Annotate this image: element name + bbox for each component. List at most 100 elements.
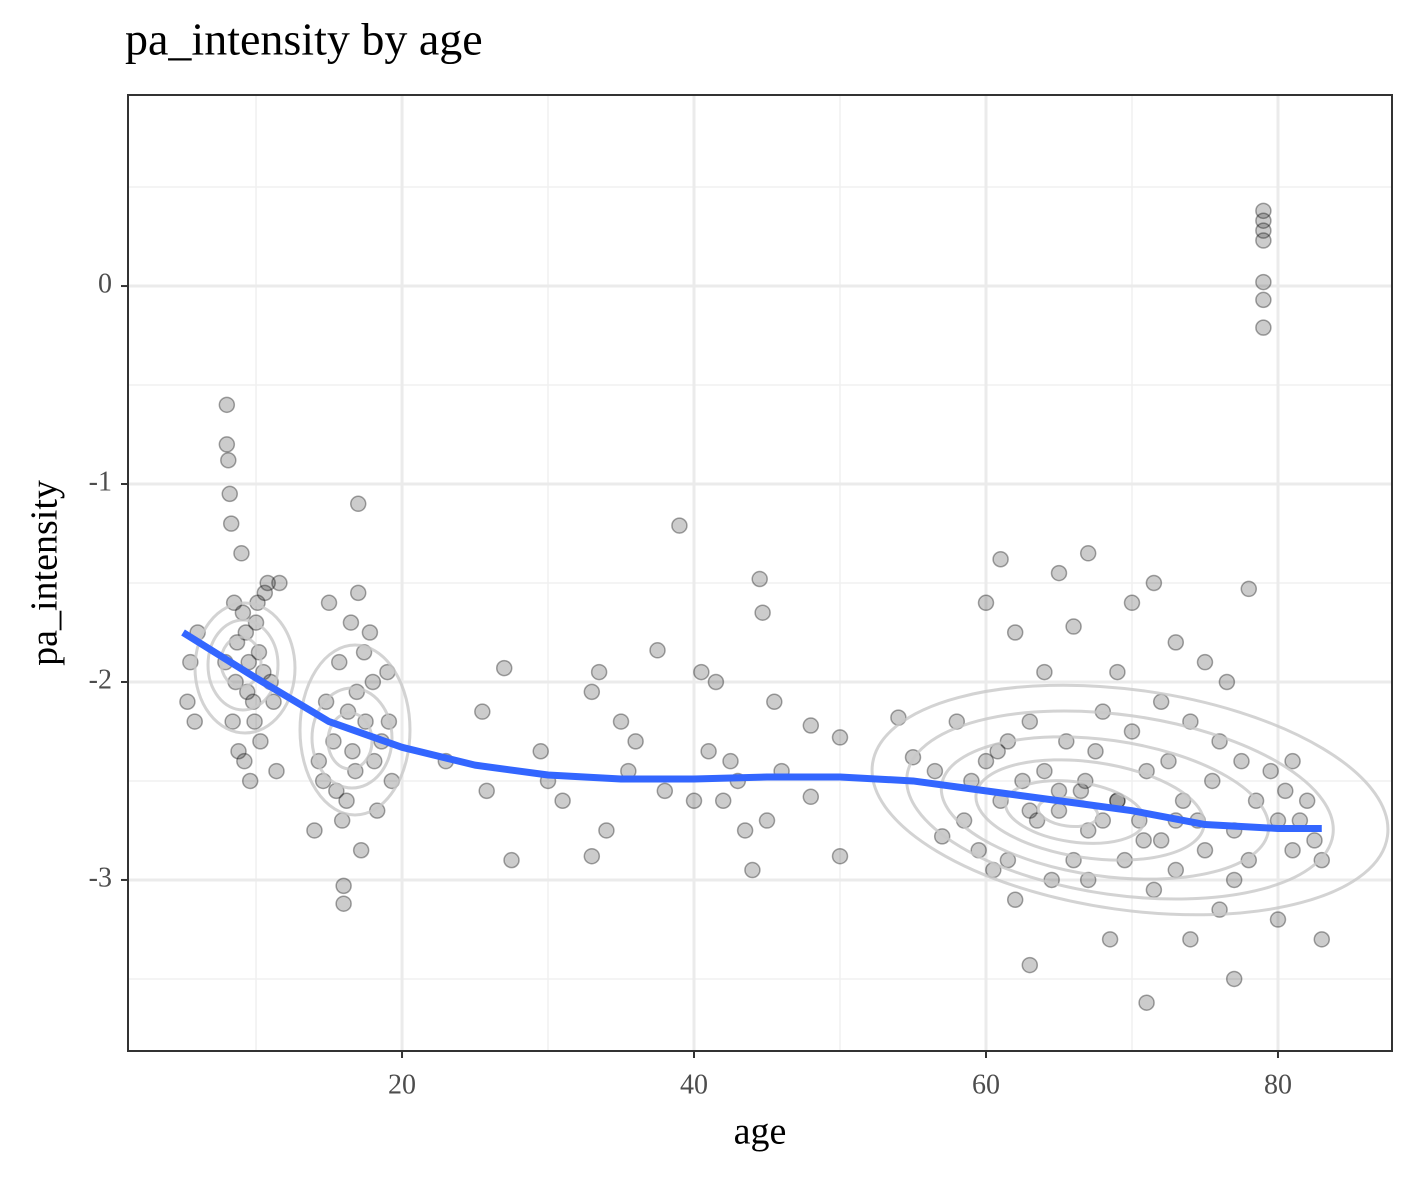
point <box>1255 291 1272 309</box>
x-axis-title: age <box>734 1111 787 1153</box>
y-tick-label: -3 <box>89 862 112 893</box>
density-contour <box>193 601 297 735</box>
point <box>744 861 761 879</box>
point <box>736 822 754 839</box>
density-contour <box>1004 779 1146 845</box>
point <box>1225 970 1243 988</box>
point <box>1313 851 1331 869</box>
point <box>236 752 253 770</box>
point <box>1255 232 1272 249</box>
point <box>1255 202 1272 220</box>
point <box>256 584 274 602</box>
point <box>649 642 666 659</box>
x-tick-label: 80 <box>1264 1069 1292 1100</box>
point <box>926 762 944 780</box>
point <box>802 788 820 806</box>
smooth-layer <box>181 629 1322 832</box>
point <box>1021 956 1039 974</box>
point <box>758 812 776 829</box>
point <box>474 703 491 720</box>
point <box>1196 653 1214 671</box>
density-contour <box>870 683 1390 917</box>
point <box>1145 574 1163 592</box>
point <box>364 673 382 691</box>
point <box>268 762 285 780</box>
point <box>221 485 239 503</box>
point <box>220 452 237 469</box>
point <box>554 792 571 810</box>
point <box>1065 618 1082 635</box>
point <box>700 743 717 760</box>
point <box>627 733 644 750</box>
point <box>1079 545 1097 562</box>
point <box>754 604 771 621</box>
point <box>1262 762 1279 780</box>
point <box>1160 752 1177 770</box>
point <box>831 847 849 865</box>
point <box>802 717 820 734</box>
point <box>1277 782 1294 800</box>
x-tick-label: 40 <box>680 1069 708 1100</box>
density-contour <box>326 711 374 771</box>
point <box>1269 911 1287 928</box>
point <box>685 792 703 810</box>
point <box>1306 832 1323 849</box>
point <box>331 653 348 671</box>
point <box>230 743 247 760</box>
point <box>1006 624 1024 641</box>
point <box>1006 891 1024 909</box>
point <box>314 772 332 790</box>
y-tick-label: 0 <box>98 268 112 299</box>
point <box>218 396 236 414</box>
point <box>1123 723 1141 740</box>
point <box>1021 713 1039 730</box>
point <box>1255 212 1272 229</box>
point <box>259 574 276 592</box>
density-contour <box>298 643 412 817</box>
point <box>590 663 608 681</box>
point <box>1313 931 1331 948</box>
point <box>349 495 367 513</box>
grid <box>128 95 1392 1051</box>
point <box>532 743 549 760</box>
point <box>1036 663 1053 681</box>
point <box>1152 832 1170 849</box>
point <box>831 729 849 746</box>
x-tick-label: 20 <box>388 1069 416 1100</box>
point <box>265 693 282 711</box>
panel-border <box>127 94 1393 1052</box>
point <box>656 782 674 800</box>
chart-title: pa_intensity by age <box>125 14 483 65</box>
point <box>751 570 768 588</box>
point <box>1255 273 1272 291</box>
y-tick-label: -2 <box>89 664 112 695</box>
point <box>222 515 240 532</box>
point <box>495 659 513 677</box>
point <box>1050 802 1068 819</box>
density-contour <box>219 635 263 689</box>
point <box>1145 881 1163 899</box>
point <box>241 772 259 790</box>
point <box>1255 222 1272 239</box>
point <box>1152 693 1170 711</box>
point <box>1240 580 1258 598</box>
point <box>1109 663 1126 681</box>
point <box>1233 752 1250 770</box>
point <box>1050 564 1068 582</box>
point <box>977 752 995 770</box>
point <box>179 693 196 711</box>
x-tick-label: 60 <box>972 1069 1000 1100</box>
point <box>671 517 688 534</box>
density-contour <box>1036 796 1100 828</box>
point <box>224 713 241 730</box>
point <box>598 822 615 839</box>
point <box>186 713 203 730</box>
point <box>1101 931 1119 948</box>
point <box>766 693 783 711</box>
point <box>1284 752 1301 770</box>
point <box>707 673 725 691</box>
point <box>306 822 323 839</box>
axes: 20 40 60 80 0 -1 -2 -3 <box>89 268 1292 1100</box>
